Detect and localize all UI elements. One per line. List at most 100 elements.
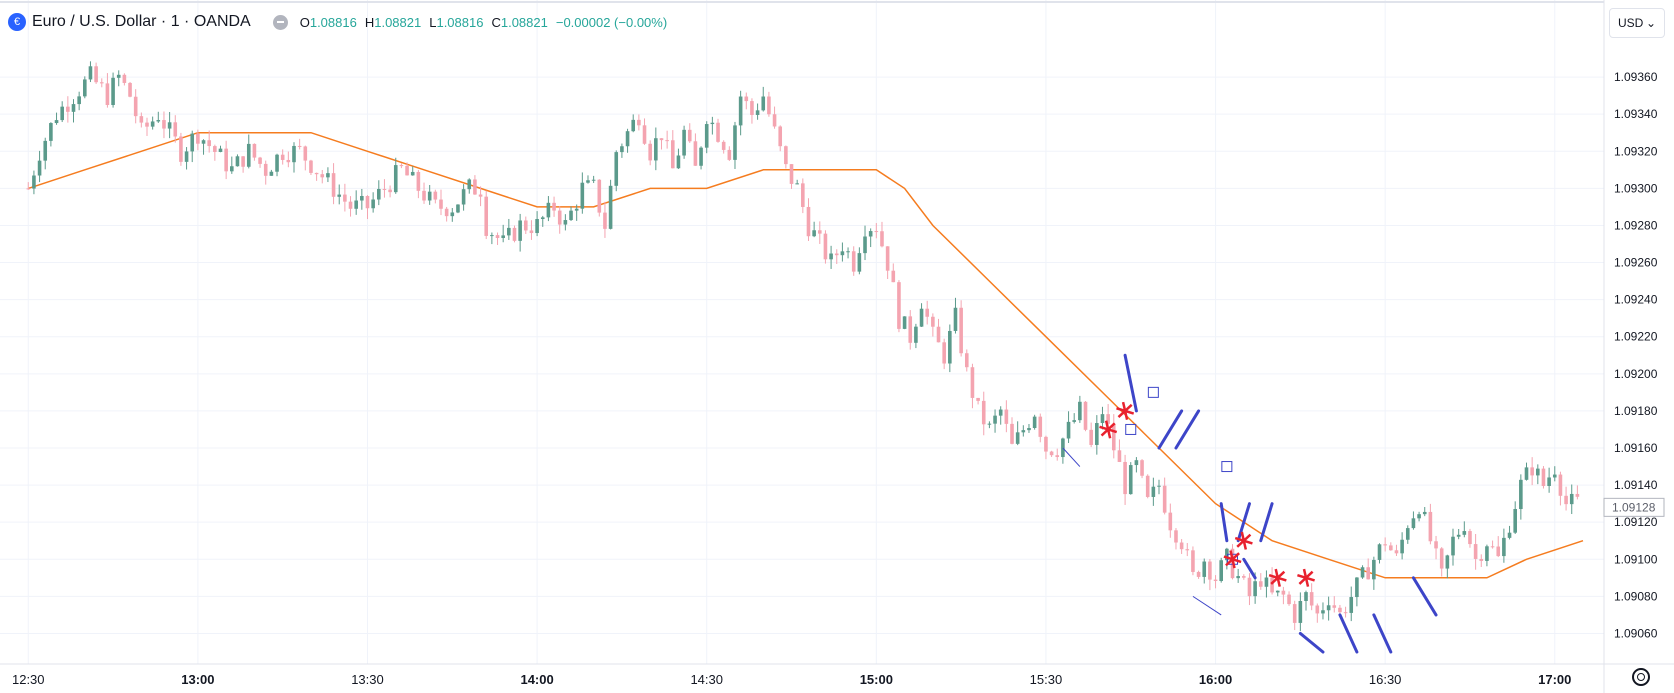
candle-body <box>150 121 155 127</box>
candle-body <box>320 174 325 178</box>
candle-body <box>1490 546 1495 548</box>
candle-body <box>1513 509 1517 533</box>
asterisk-marker <box>1117 403 1133 418</box>
candle-body <box>263 163 268 176</box>
candle-body <box>235 156 240 167</box>
candle-body <box>1219 560 1224 582</box>
candle-body <box>1072 420 1077 422</box>
candle-body <box>970 367 975 398</box>
candle-body <box>948 330 952 364</box>
candle-body <box>1004 409 1009 424</box>
gear-icon[interactable] <box>1632 668 1650 686</box>
candle-body <box>190 133 195 152</box>
time-tick-label: 17:00 <box>1538 672 1571 687</box>
candle-body <box>246 143 251 167</box>
candle-body <box>410 171 415 176</box>
price-tick-label: 1.09340 <box>1614 107 1658 121</box>
candle-body <box>1439 548 1444 569</box>
candle-body <box>716 122 720 142</box>
candle-body <box>1558 474 1563 496</box>
candle-body <box>422 190 426 201</box>
candle-body <box>1287 594 1291 605</box>
asterisk-marker <box>1225 552 1240 567</box>
candle-body <box>738 96 743 126</box>
candle-body <box>201 140 206 144</box>
candle-body <box>1106 414 1110 424</box>
candle-body <box>721 141 726 150</box>
annotation-stroke <box>1242 557 1257 580</box>
low-label: L <box>429 14 437 30</box>
candle-body <box>297 145 302 147</box>
annotation-stroke <box>1411 576 1438 617</box>
candle-body <box>620 146 624 153</box>
candle-body <box>1394 550 1399 554</box>
candle-body <box>1377 544 1382 560</box>
candle-body <box>1174 530 1178 543</box>
candle-body <box>767 96 771 115</box>
candle-body <box>840 251 845 256</box>
price-tick-label: 1.09240 <box>1614 293 1658 307</box>
last-price-label: 1.09128 <box>1603 497 1665 517</box>
candle-body <box>846 251 850 253</box>
time-axis[interactable]: 12:30 13:00 13:30 14:00 14:30 15:00 15:30 16:00… <box>12 672 1571 687</box>
annotation-stroke <box>1298 631 1325 654</box>
candle-body <box>54 120 59 124</box>
annotation-box <box>1221 461 1233 473</box>
candle-body <box>1400 539 1404 554</box>
price-tick-label: 1.09080 <box>1614 589 1658 603</box>
candle-body <box>416 171 421 191</box>
candle-body <box>1315 605 1320 614</box>
candle-body <box>744 96 749 102</box>
candle-body <box>37 160 42 176</box>
candle-body <box>43 140 48 161</box>
candle-body <box>868 231 873 237</box>
candle-body <box>252 143 257 158</box>
price-axis[interactable]: 1.09060 1.09080 1.09100 1.09120 1.09140 1.091… <box>1614 70 1658 640</box>
candle-body <box>597 179 602 213</box>
candle-body <box>1027 427 1031 431</box>
candle-body <box>851 251 856 272</box>
candle-body <box>1372 559 1376 580</box>
close-label: C <box>491 14 501 30</box>
currency-button[interactable]: USD ⌄ <box>1609 8 1665 38</box>
candle-body <box>1536 468 1540 476</box>
candle-body <box>88 66 93 80</box>
candle-body <box>456 204 460 213</box>
candle-body <box>71 104 76 112</box>
candle-body <box>167 122 172 129</box>
candle-body <box>614 152 619 186</box>
candle-body <box>512 227 517 241</box>
candle-body <box>1405 528 1410 540</box>
candle-body <box>778 126 783 147</box>
candle-body <box>931 316 935 327</box>
candle-body <box>727 149 732 160</box>
candle-body <box>507 227 511 236</box>
last-price-box <box>1603 497 1665 517</box>
close-value: 1.08821 <box>500 14 548 30</box>
candle-body <box>184 151 189 162</box>
candle-body <box>569 210 573 221</box>
price-tick-label: 1.09360 <box>1614 70 1658 84</box>
candle-body <box>1270 577 1274 593</box>
candle-body <box>133 96 138 117</box>
candle-body <box>1411 518 1416 529</box>
candle-body <box>1360 567 1365 578</box>
candle-body <box>817 230 822 234</box>
candle-body <box>998 409 1003 416</box>
candle-body <box>1185 549 1190 551</box>
candle-body <box>1530 467 1534 476</box>
candle-body <box>925 308 930 317</box>
candle-body <box>795 183 799 185</box>
asterisk-marker <box>1100 422 1116 437</box>
trend-line <box>1192 595 1222 616</box>
globe-logo-icon: € <box>8 13 26 31</box>
candle-body <box>213 146 217 152</box>
candle-body <box>427 191 432 201</box>
symbol-title[interactable]: Euro / U.S. Dollar · 1 · OANDA <box>32 13 251 30</box>
candle-body <box>1343 612 1348 614</box>
candle-body <box>801 183 805 207</box>
minus-icon[interactable] <box>272 14 288 30</box>
candle-body <box>376 188 381 200</box>
candle-body <box>145 122 149 127</box>
